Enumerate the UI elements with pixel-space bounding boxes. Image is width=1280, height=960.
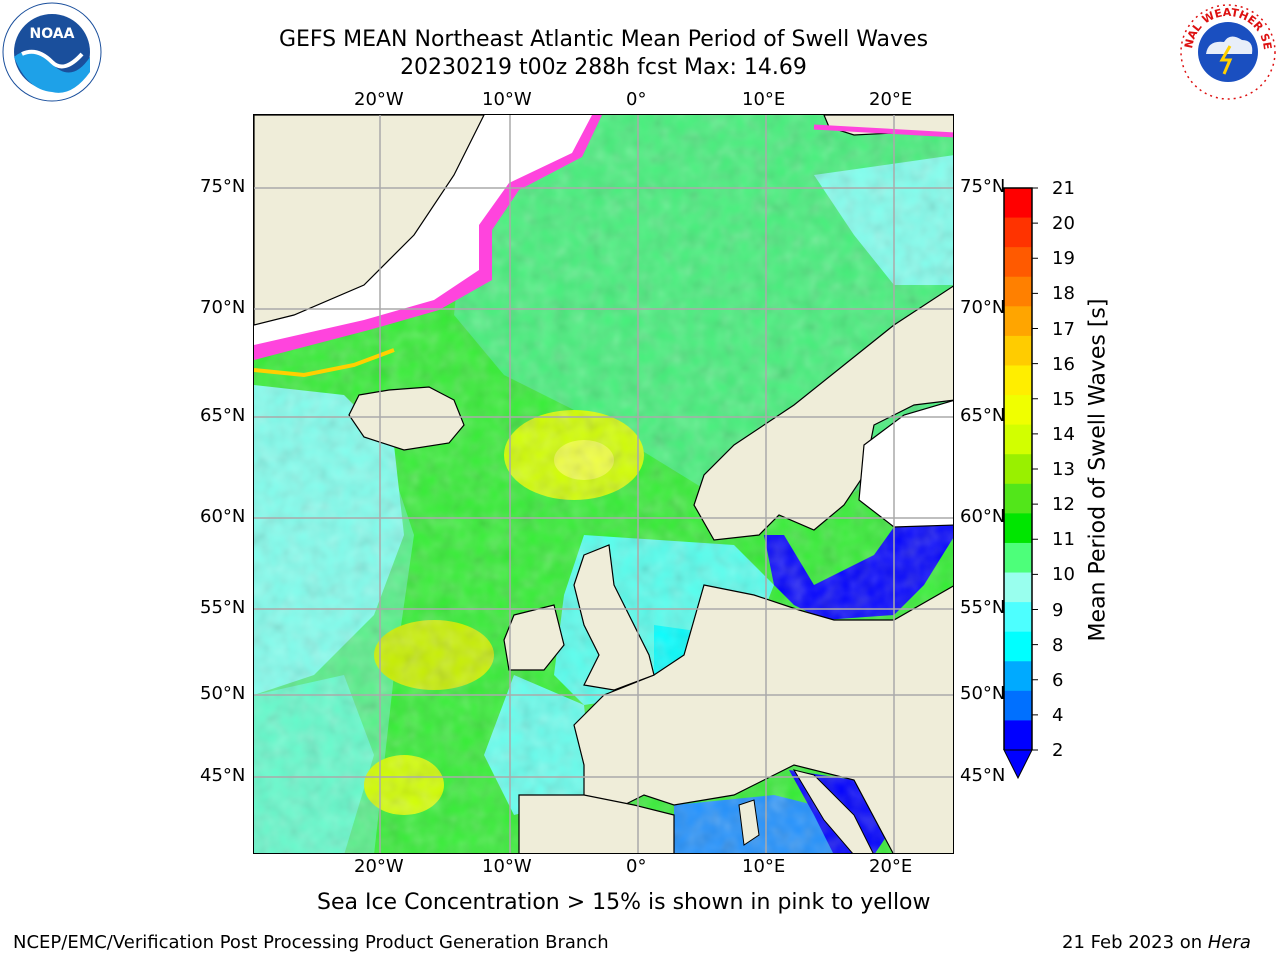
- lat-label-right-45n: 45°N: [960, 765, 1006, 786]
- colorbar-tick-label: 21: [1052, 178, 1075, 199]
- scandinavia: [693, 285, 953, 541]
- lat-label-right-60n: 60°N: [960, 506, 1006, 527]
- nws-logo: NATIONAL WEATHER SERVICE: [1173, 0, 1278, 102]
- svg-text:NOAA: NOAA: [30, 26, 75, 42]
- colorbar-tick-label: 15: [1052, 388, 1075, 410]
- lon-label-bottom-10w: 10°W: [482, 856, 532, 877]
- colorbar-segment: [1004, 572, 1032, 603]
- lon-label-bottom-10e: 10°E: [742, 856, 786, 877]
- lat-label-left-55n: 55°N: [200, 597, 246, 618]
- continental-europe: [573, 584, 953, 853]
- colorbar-tick-label: 4: [1052, 704, 1064, 726]
- colorbar-segment: [1004, 247, 1032, 278]
- colorbar-segment: [1004, 454, 1032, 485]
- colorbar-segment: [1004, 513, 1032, 544]
- lat-label-right-55n: 55°N: [960, 597, 1006, 618]
- lat-label-left-70n: 70°N: [200, 297, 246, 318]
- map-subtitle: 20230219 t00z 288h fcst Max: 14.69: [400, 55, 807, 80]
- colorbar-tick-label: 8: [1052, 634, 1064, 656]
- colorbar-tick-label: 9: [1052, 599, 1064, 621]
- lon-label-bottom-20e: 20°E: [869, 856, 913, 877]
- footer-host: Hera: [1207, 932, 1251, 953]
- colorbar-tick-label: 17: [1052, 318, 1075, 340]
- colorbar-segment: [1004, 276, 1032, 307]
- colorbar-tick-label: 2: [1052, 740, 1064, 761]
- colorbar-tick-label: 6: [1052, 669, 1064, 691]
- colorbar-tick-label: 13: [1052, 459, 1075, 480]
- lat-label-right-75n: 75°N: [960, 176, 1006, 197]
- lat-label-left-50n: 50°N: [200, 683, 246, 704]
- lon-label-top-10e: 10°E: [742, 89, 786, 110]
- map-graticule: [254, 115, 953, 853]
- colorbar-segment: [1004, 335, 1032, 366]
- lat-label-left-45n: 45°N: [200, 765, 246, 786]
- colorbar-extend-arrow: [1003, 749, 1033, 780]
- lat-label-right-70n: 70°N: [960, 297, 1006, 318]
- map-title: GEFS MEAN Northeast Atlantic Mean Period…: [278, 27, 929, 52]
- lon-label-bottom-20w: 20°W: [354, 856, 404, 877]
- footer-date: 21 Feb 2023 on Hera: [1062, 932, 1251, 953]
- footer-date-text: 21 Feb 2023 on: [1062, 932, 1208, 953]
- great-britain: [573, 544, 655, 691]
- colorbar-label: Mean Period of Swell Waves [s]: [1085, 298, 1111, 642]
- colorbar-tick-label: 18: [1052, 283, 1075, 305]
- lat-label-left-75n: 75°N: [200, 176, 246, 197]
- colorbar-segment: [1004, 542, 1032, 574]
- lon-label-top-10w: 10°W: [482, 89, 532, 110]
- colorbar-tick-label: 12: [1052, 494, 1075, 516]
- lat-label-right-50n: 50°N: [960, 683, 1006, 704]
- lon-label-top-0: 0°: [626, 89, 647, 110]
- ireland: [503, 604, 565, 671]
- colorbar-segment: [1004, 188, 1032, 219]
- colorbar-tick-label: 19: [1052, 248, 1075, 270]
- sea-ice-caption: Sea Ice Concentration > 15% is shown in …: [317, 890, 931, 915]
- colorbar-ticks: 21 20 19 18 17 16 15 14 13 12 11 10 9 8 6 4 2: [1052, 178, 1102, 770]
- lon-label-top-20w: 20°W: [354, 89, 404, 110]
- colorbar-tick-label: 10: [1052, 564, 1075, 586]
- colorbar-segment: [1004, 483, 1032, 514]
- colorbar-segment: [1004, 365, 1032, 396]
- colorbar: [1000, 186, 1050, 786]
- colorbar-tick-label: 11: [1052, 529, 1075, 551]
- colorbar-segment: [1004, 631, 1032, 662]
- colorbar-segment: [1004, 395, 1032, 426]
- iceland: [348, 386, 465, 451]
- lat-label-right-65n: 65°N: [960, 405, 1006, 426]
- lon-label-top-20e: 20°E: [869, 89, 913, 110]
- iberia: [518, 794, 675, 853]
- lat-label-left-60n: 60°N: [200, 506, 246, 527]
- colorbar-segment: [1004, 720, 1032, 751]
- colorbar-tick-label: 20: [1052, 213, 1075, 235]
- lon-label-bottom-0: 0°: [626, 856, 647, 877]
- map-panel: [253, 114, 954, 854]
- colorbar-segment: [1004, 661, 1032, 692]
- colorbar-tick-label: 16: [1052, 353, 1075, 375]
- lat-label-left-65n: 65°N: [200, 405, 246, 426]
- colorbar-segment: [1004, 424, 1032, 455]
- noaa-logo: NOAA: [2, 2, 102, 102]
- colorbar-segment: [1004, 602, 1032, 633]
- colorbar-segment: [1004, 306, 1032, 337]
- colorbar-segment: [1004, 690, 1032, 721]
- colorbar-tick-label: 14: [1052, 423, 1075, 445]
- footer-credit: NCEP/EMC/Verification Post Processing Pr…: [13, 932, 609, 953]
- colorbar-segment: [1004, 217, 1032, 248]
